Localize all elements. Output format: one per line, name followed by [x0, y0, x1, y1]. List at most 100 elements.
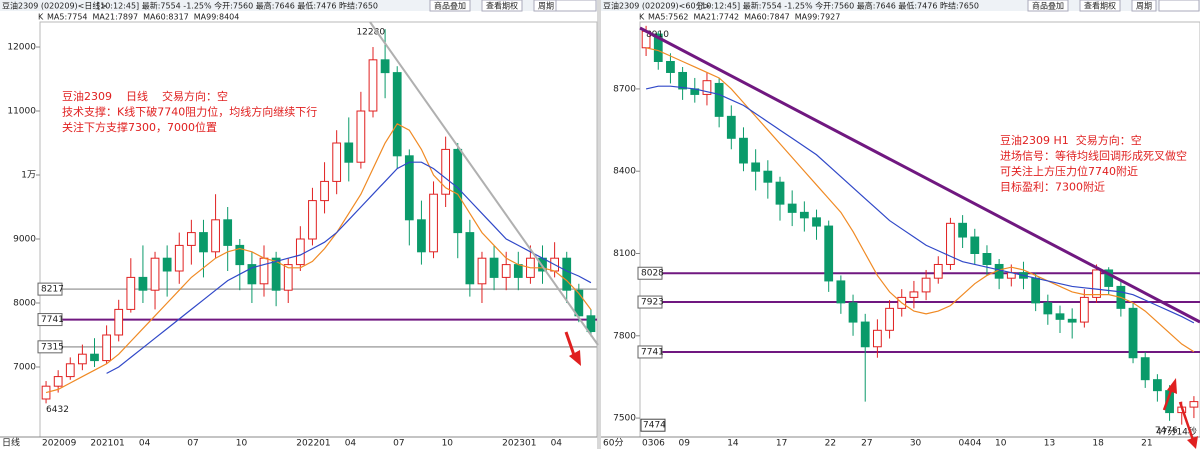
- candle-body: [259, 257, 269, 285]
- x-tick-label: 14: [727, 439, 739, 449]
- ma-line: [645, 85, 1195, 324]
- candle-body: [65, 363, 75, 378]
- level-label-box: [637, 295, 663, 309]
- trendline: [639, 26, 1200, 324]
- candle-body: [714, 82, 724, 117]
- candle-body: [946, 222, 955, 265]
- x-tick-label: 202009: [42, 439, 77, 449]
- tab[interactable]: 查看期权: [1084, 1, 1116, 11]
- candle-body: [356, 110, 366, 163]
- x-tick-label: 202101: [90, 439, 124, 449]
- candle-body: [872, 329, 882, 348]
- x-tick-label: 04: [345, 439, 357, 449]
- x-tick-label: 18: [1092, 439, 1104, 449]
- low-label: 7476: [1155, 426, 1178, 436]
- candle-body: [1189, 401, 1199, 408]
- x-tick-label: 04: [551, 439, 563, 449]
- candle-body: [78, 353, 87, 365]
- tab-box[interactable]: [481, 0, 523, 12]
- candle-body: [392, 72, 402, 157]
- level-label: 7741: [41, 315, 64, 325]
- candle-body: [53, 376, 63, 387]
- candle-body: [1104, 269, 1114, 287]
- x-tick-label: 10: [236, 439, 248, 449]
- candle-body: [1079, 296, 1089, 323]
- candle-body: [320, 180, 329, 202]
- candle-body: [1043, 302, 1053, 315]
- y-tick-label: 7000: [13, 362, 36, 372]
- note: 豆油2309 日线 交易方向：空: [62, 89, 228, 103]
- candle-body: [1031, 277, 1041, 304]
- candle-body: [162, 257, 172, 272]
- candle-body: [763, 170, 773, 183]
- candle-body: [1067, 318, 1077, 323]
- level-label: 8028: [641, 269, 664, 279]
- tab[interactable]: 商品叠加: [1032, 1, 1064, 11]
- candle-body: [138, 276, 148, 291]
- candle-body: [1055, 313, 1065, 320]
- candle-body: [295, 238, 305, 266]
- ma-legend: MA99:7927: [795, 13, 841, 22]
- arrow-head: [569, 350, 581, 366]
- candle-body: [739, 137, 748, 164]
- candle-body: [1152, 379, 1162, 392]
- x-tick-label: 202201: [296, 439, 330, 449]
- y-tick-label: 11000: [7, 107, 36, 117]
- ma-legend: MA99:8404: [194, 13, 240, 22]
- tab-box[interactable]: [1131, 0, 1157, 12]
- candle-body: [885, 307, 894, 331]
- tab-box[interactable]: [1079, 0, 1121, 12]
- panel-divider: [597, 0, 601, 449]
- note: 目标盈利：7300附近: [1000, 180, 1105, 194]
- tab[interactable]: 周期: [538, 2, 554, 11]
- y-tick-label: 12000: [7, 43, 36, 53]
- candle-body: [848, 302, 858, 323]
- candle-body: [958, 222, 968, 238]
- x-tick-label: 13: [1044, 439, 1055, 449]
- candle-body: [453, 148, 463, 234]
- drawings: [369, 21, 1200, 449]
- x-tick-label: 10: [442, 439, 454, 449]
- candle-body: [247, 264, 257, 285]
- tab[interactable]: 查看期权: [486, 1, 518, 11]
- period-label: 60分: [603, 438, 623, 449]
- candle-body: [199, 232, 208, 253]
- x-tick-label: 07: [187, 439, 198, 449]
- high-label: 8910: [646, 30, 669, 40]
- arrow: [1162, 387, 1174, 411]
- x-tick-label: 10: [995, 439, 1007, 449]
- ma-prefix: K: [38, 13, 44, 22]
- candle-body: [1128, 307, 1138, 359]
- candle-body: [271, 257, 281, 291]
- arrow-head: [1167, 378, 1177, 394]
- price-box-label: 7474: [643, 421, 666, 431]
- tab-box[interactable]: [429, 0, 471, 12]
- candle-body: [308, 200, 317, 240]
- y-tick-label: 8400: [613, 167, 636, 177]
- candle-body: [114, 308, 124, 336]
- tab[interactable]: 商品叠加: [434, 1, 466, 11]
- tab[interactable]: 周期: [1136, 2, 1152, 11]
- candle-body: [836, 280, 846, 304]
- note: 进场信号：等待均线回调形成死叉做空: [1000, 149, 1187, 163]
- candle-body: [775, 181, 785, 205]
- candle-body: [787, 203, 797, 213]
- ma-prefix: K: [639, 13, 645, 22]
- level-label-box: [37, 282, 63, 296]
- level-label-box: [37, 340, 63, 354]
- settings-box[interactable]: [1158, 0, 1200, 12]
- x-tick-label: 09: [679, 439, 691, 449]
- level-label: 7923: [641, 298, 664, 308]
- level-label-box: [637, 345, 663, 359]
- settings-box[interactable]: [555, 0, 597, 12]
- header-bar: [0, 0, 597, 11]
- x-tick-label: 21: [1141, 439, 1152, 449]
- x-tick-label: 22: [825, 439, 836, 449]
- candle-body: [102, 334, 111, 362]
- tab-box[interactable]: [1027, 0, 1069, 12]
- candle-body: [126, 276, 136, 310]
- y-tick-label: 9000: [13, 235, 36, 245]
- x-tick-label: 27: [861, 439, 872, 449]
